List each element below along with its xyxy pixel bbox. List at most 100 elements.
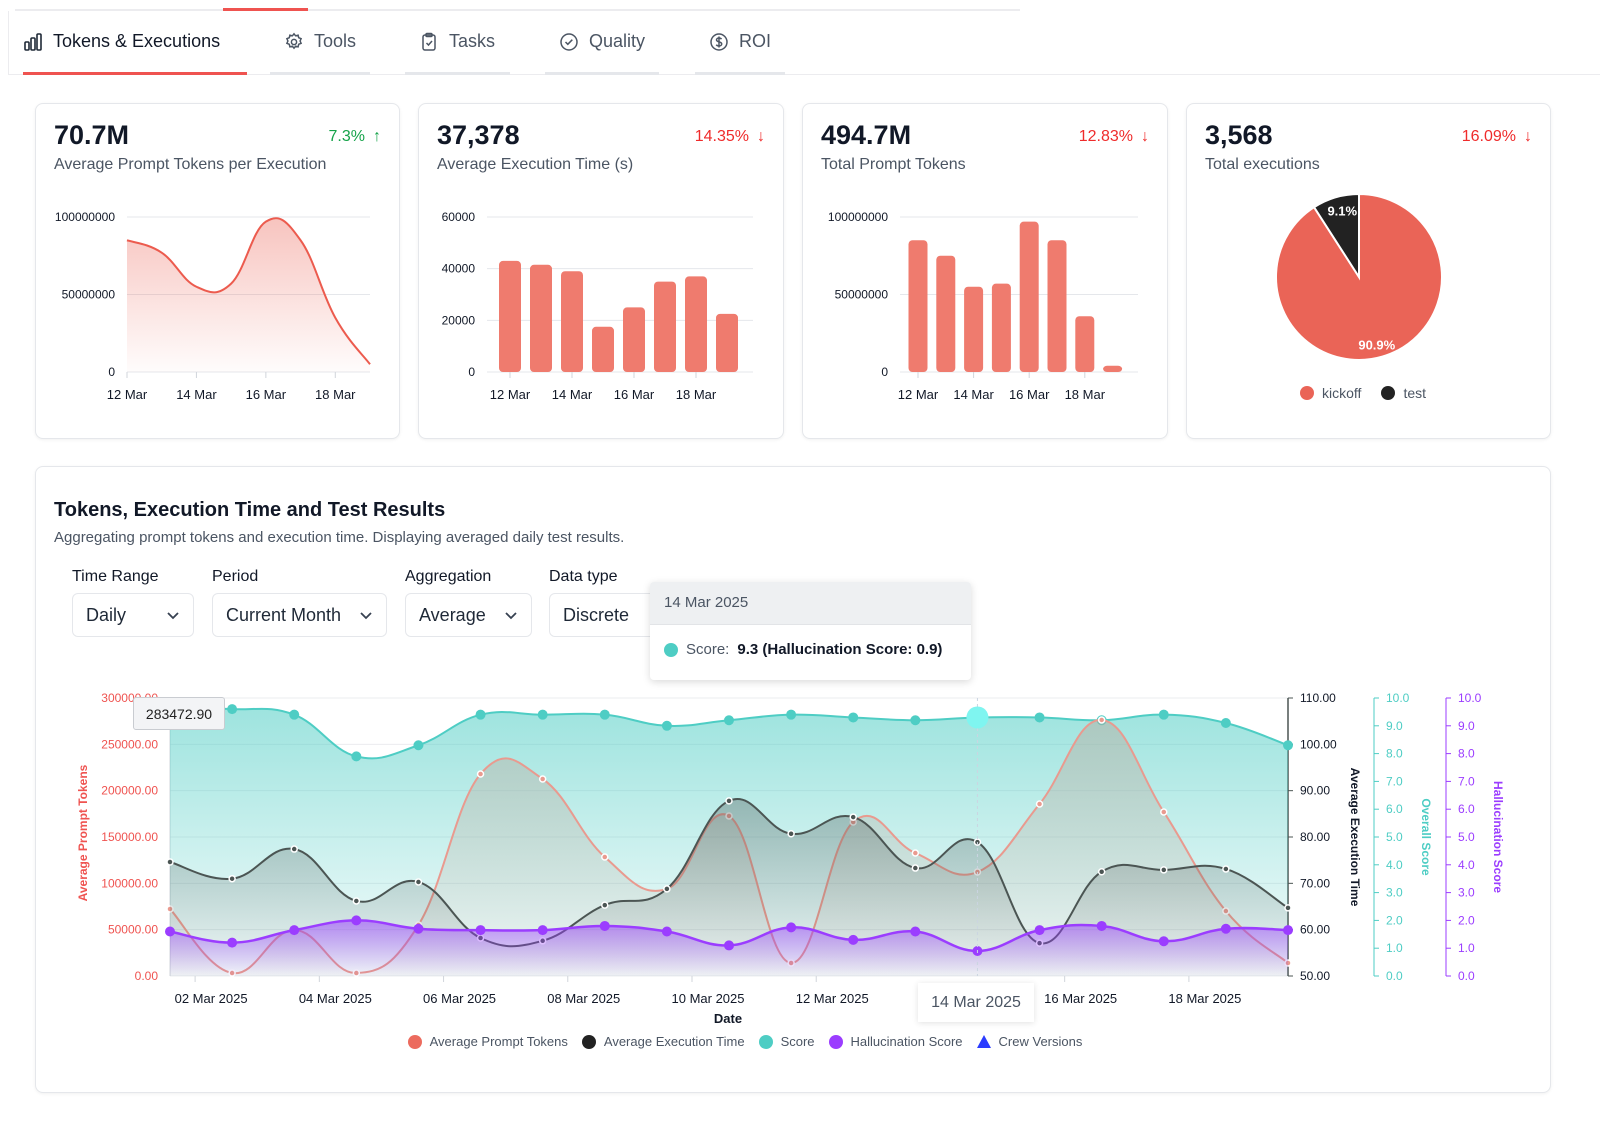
score-point[interactable] [1158, 709, 1169, 720]
tab-tasks[interactable]: Tasks [405, 11, 510, 75]
prompt-tokens-point[interactable] [1160, 808, 1168, 816]
hallucination-point[interactable] [1034, 925, 1045, 936]
legend-item-execution-time[interactable]: Average Execution Time [581, 1034, 745, 1049]
exec-axis-title: Average Execution Time [1348, 768, 1362, 907]
score-point[interactable] [475, 709, 486, 720]
execution-time-point[interactable] [352, 897, 361, 905]
tab-roi[interactable]: ROI [695, 11, 785, 75]
tab-tokens-executions[interactable]: Tokens & Executions [23, 11, 247, 75]
hallucination-axis-tick: 4.0 [1458, 858, 1475, 872]
hallucination-point[interactable] [848, 934, 859, 945]
avg-tokens-x-tick: 12 Mar [107, 387, 148, 402]
hallucination-point[interactable] [475, 925, 486, 936]
hallucination-point[interactable] [1283, 925, 1293, 936]
score-point[interactable] [227, 704, 238, 715]
prompt-tokens-point[interactable] [476, 770, 485, 778]
score-point[interactable] [910, 715, 921, 726]
axis-value-tooltip: 283472.90 [133, 697, 225, 730]
tab-label: Tokens & Executions [53, 31, 221, 51]
total-tokens-y-tick: 0 [881, 365, 888, 379]
legend-swatch [1300, 386, 1314, 400]
hover-point[interactable] [966, 706, 989, 729]
execution-time-point[interactable] [290, 845, 298, 853]
legend-item-score[interactable]: Score [758, 1034, 815, 1049]
time-range-select[interactable]: Daily [72, 593, 194, 637]
legend-label: kickoff [1322, 385, 1362, 401]
hallucination-point[interactable] [537, 925, 548, 936]
hallucination-point[interactable] [910, 926, 921, 937]
score-point[interactable] [537, 709, 548, 720]
score-point[interactable] [1220, 718, 1231, 729]
execution-time-point[interactable] [228, 874, 236, 883]
exec-time-bar [530, 264, 552, 372]
hallucination-point[interactable] [724, 940, 734, 951]
bar-chart-icon [24, 32, 42, 51]
legend-item-kickoff[interactable]: kickoff [1300, 385, 1361, 401]
score-point[interactable] [413, 740, 424, 751]
execution-time-point[interactable] [601, 901, 609, 909]
score-point[interactable] [786, 709, 797, 720]
score-point[interactable] [1283, 740, 1293, 751]
score-point[interactable] [599, 709, 610, 720]
execution-time-point[interactable] [787, 830, 795, 838]
legend-item-hallucination[interactable]: Hallucination Score [828, 1034, 963, 1049]
tab-bar: Tokens & Executions Tools Tasks Quality … [8, 11, 1600, 75]
score-point[interactable] [661, 720, 672, 731]
tab-quality[interactable]: Quality [545, 11, 659, 75]
execution-time-point[interactable] [663, 885, 671, 893]
tokens-axis-tick: 200000.00 [101, 784, 158, 798]
legend-item-test[interactable]: test [1381, 385, 1426, 401]
execution-time-point[interactable] [1222, 865, 1230, 873]
hallucination-point[interactable] [165, 926, 175, 937]
exec-axis-tick: 100.00 [1300, 737, 1337, 751]
score-point[interactable] [724, 715, 734, 726]
score-point[interactable] [289, 709, 300, 720]
execution-time-point[interactable] [414, 878, 423, 886]
hallucination-point[interactable] [661, 926, 672, 937]
hallucination-point[interactable] [786, 922, 797, 933]
execution-time-point[interactable] [166, 858, 174, 866]
score-axis-tick: 7.0 [1386, 774, 1403, 788]
total-tokens-x-tick: 14 Mar [953, 387, 994, 402]
hallucination-point[interactable] [1096, 920, 1107, 931]
hallucination-point[interactable] [413, 923, 424, 934]
x-tick: 02 Mar 2025 [175, 991, 248, 1006]
execution-time-point[interactable] [1284, 904, 1292, 912]
hallucination-axis-tick: 6.0 [1458, 802, 1475, 816]
exec-time-bar [685, 276, 707, 372]
chart-legend: Average Prompt Tokens Average Execution … [0, 1034, 1600, 1049]
hallucination-axis-tick: 1.0 [1458, 941, 1475, 955]
prompt-tokens-point[interactable] [538, 775, 547, 783]
hallucination-point[interactable] [1220, 923, 1231, 934]
legend-item-prompt-tokens[interactable]: Average Prompt Tokens [407, 1034, 568, 1049]
tab-tools[interactable]: Tools [270, 11, 370, 75]
prompt-tokens-point[interactable] [911, 849, 920, 857]
period-label: Period [212, 568, 259, 585]
legend-item-crew-versions[interactable]: Crew Versions [976, 1034, 1082, 1049]
score-point[interactable] [848, 712, 859, 723]
prompt-tokens-point[interactable] [601, 853, 609, 861]
score-point[interactable] [1034, 712, 1045, 723]
execution-time-point[interactable] [1097, 868, 1106, 876]
exec-time-bar [654, 281, 676, 372]
hallucination-point[interactable] [599, 920, 610, 931]
execution-time-point[interactable] [725, 797, 733, 805]
score-point[interactable] [351, 751, 362, 762]
period-select[interactable]: Current Month [212, 593, 387, 637]
pie-legend: kickoff test [1300, 385, 1426, 401]
top-strip-active [223, 8, 308, 11]
hallucination-point[interactable] [351, 915, 362, 926]
section-title: Tokens, Execution Time and Test Results [54, 499, 446, 521]
execution-time-point[interactable] [849, 813, 857, 821]
execution-time-point[interactable] [911, 864, 920, 872]
prompt-tokens-point[interactable] [1097, 716, 1106, 724]
arrow-up-icon: ↑ [373, 128, 381, 145]
hallucination-point[interactable] [289, 925, 300, 936]
execution-time-point[interactable] [1160, 866, 1168, 874]
aggregation-select[interactable]: Average [405, 593, 532, 637]
hallucination-point[interactable] [227, 937, 238, 948]
prompt-tokens-point[interactable] [1035, 800, 1044, 808]
hallucination-point[interactable] [1158, 936, 1169, 947]
pie-label-test: 9.1% [1327, 203, 1357, 218]
delta-value: 7.3% [328, 128, 365, 145]
